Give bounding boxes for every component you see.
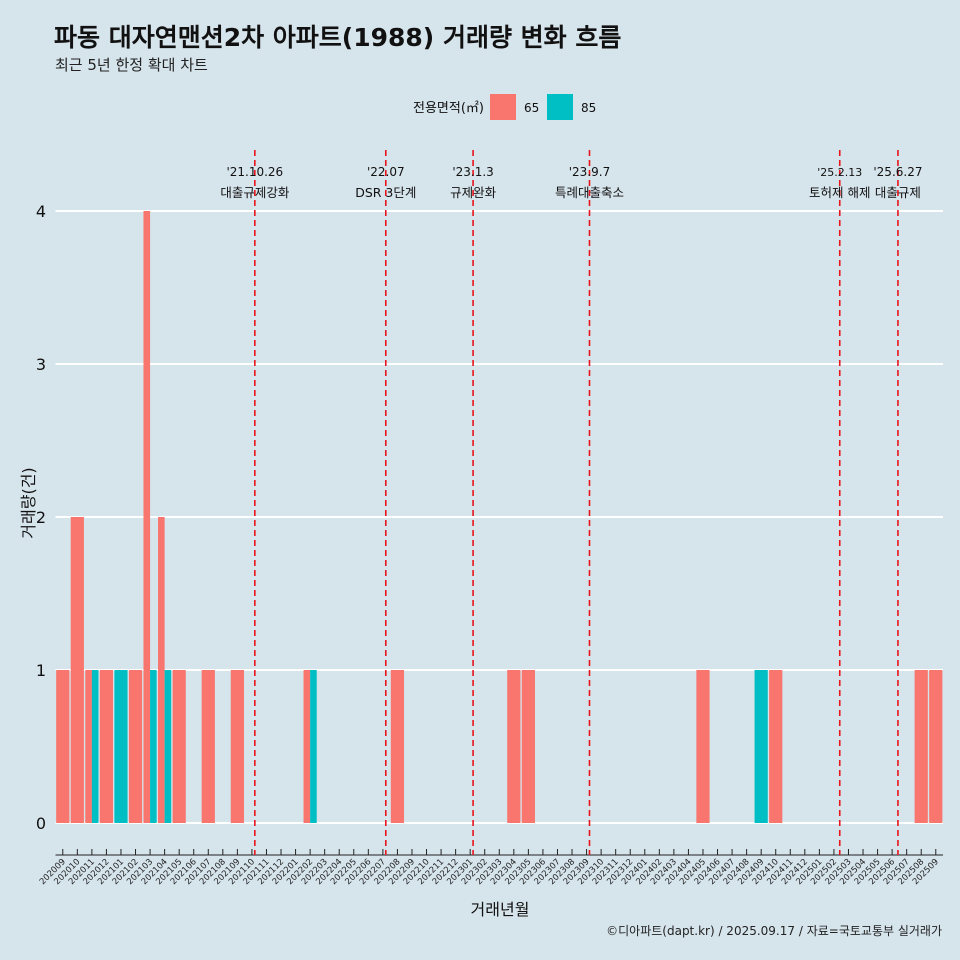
chart-subtitle: 최근 5년 한정 확대 차트	[55, 56, 208, 74]
event-date-label: '23.9.7	[569, 165, 610, 179]
event-date-label: '25.2.13	[817, 166, 862, 179]
bar-65-202304	[507, 670, 521, 823]
bar-65-202202	[303, 670, 311, 823]
event-date-label: '25.6.27	[873, 165, 922, 179]
x-axis-title: 거래년월	[471, 900, 530, 919]
bar-65-202009	[56, 670, 70, 823]
chart-title: 파동 대자연맨션2차 아파트(1988) 거래량 변화 흐름	[54, 23, 622, 52]
legend-label-85: 85	[581, 101, 596, 115]
bar-85-202202	[310, 670, 317, 823]
bar-65-202011	[85, 670, 92, 823]
y-tick-label: 4	[36, 202, 46, 221]
bar-85-202103	[150, 670, 157, 823]
bar-65-202109	[230, 670, 244, 823]
bar-85-202011	[91, 670, 99, 823]
bar-65-202104	[158, 517, 165, 823]
bar-65-202509	[929, 670, 943, 823]
event-name-label: DSR 3단계	[355, 185, 416, 200]
bar-65-202410	[769, 670, 783, 823]
legend-swatch-65	[490, 94, 516, 120]
bar-65-202508	[914, 670, 928, 823]
bar-65-202010	[70, 517, 84, 823]
y-tick-label: 1	[36, 661, 46, 680]
bar-85-202101	[114, 670, 128, 823]
bar-65-202107	[201, 670, 215, 823]
legend-label-65: 65	[524, 101, 539, 115]
bar-65-202103	[143, 211, 151, 823]
bar-85-202104	[164, 670, 172, 823]
bar-65-202012	[99, 670, 114, 823]
event-date-label: '23.1.3	[452, 165, 493, 179]
bar-65-202305	[521, 670, 535, 823]
event-name-label: 대출규제강화	[220, 185, 290, 200]
bar-85-202409	[754, 670, 768, 823]
y-tick-label: 3	[36, 355, 46, 374]
source-caption: ©디아파트(dapt.kr) / 2025.09.17 / 자료=국토교통부 실…	[606, 924, 942, 938]
event-name-label: 규제완화	[450, 185, 497, 200]
legend-title: 전용면적(㎡)	[413, 101, 484, 116]
bar-65-202102	[128, 670, 143, 823]
event-date-label: '22.07	[367, 165, 405, 179]
y-axis-title: 거래량(건)	[19, 467, 38, 538]
bar-65-202405	[696, 670, 710, 823]
event-date-label: '21.10.26	[226, 165, 283, 179]
event-name-label: 토허제 해제	[809, 185, 870, 200]
bar-65-202208	[390, 670, 405, 823]
legend-swatch-85	[547, 94, 573, 120]
y-tick-label: 2	[36, 508, 46, 527]
y-tick-label: 0	[36, 814, 46, 833]
event-name-label: 특례대출축소	[555, 185, 624, 200]
event-name-label: 대출규제	[875, 185, 921, 200]
bar-65-202105	[172, 670, 186, 823]
